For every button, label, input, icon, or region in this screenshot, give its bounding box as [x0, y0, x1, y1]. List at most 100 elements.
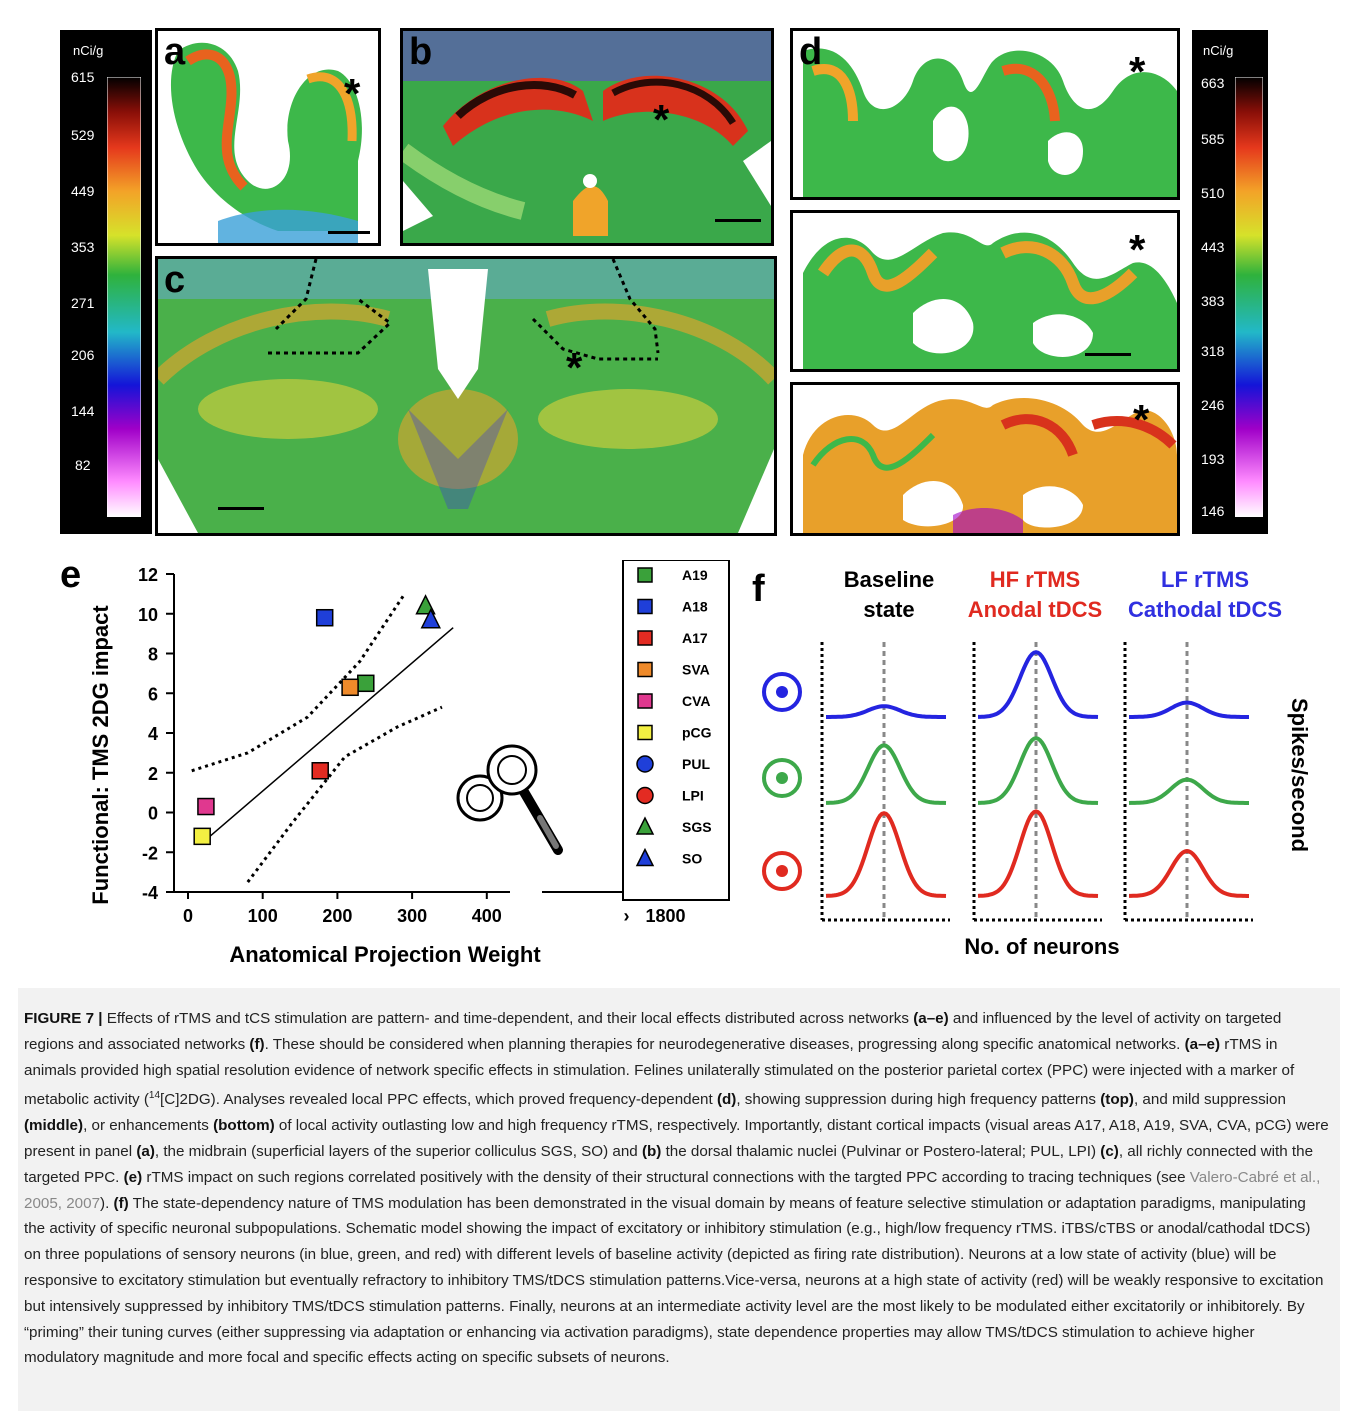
tuning-curve-red — [825, 811, 947, 898]
neuron-population-dot — [776, 686, 788, 698]
data-point-a17 — [311, 762, 329, 780]
data-point-pcg — [193, 827, 211, 846]
panel-label-c: c — [164, 259, 186, 301]
magnifier-lens-inner — [497, 755, 527, 785]
y-tick-label: 8 — [148, 645, 158, 665]
colorbar-tick: 353 — [71, 239, 95, 255]
scale-bar — [218, 507, 264, 510]
tuning-curve-blue — [1129, 700, 1249, 719]
legend-marker — [636, 786, 654, 805]
col-title-hf-1: HF rTMS — [990, 567, 1080, 592]
y-tick-label: 2 — [148, 764, 158, 784]
magnifier-handle-tip — [537, 815, 559, 849]
col-title-baseline-2: state — [863, 597, 914, 622]
legend-label: CVA — [682, 693, 711, 709]
legend-label: A18 — [682, 599, 708, 615]
caption-text: , the midbrain (superficial layers of th… — [154, 1143, 642, 1161]
asterisk-marker: * — [1129, 226, 1146, 273]
caption-text: , all richly connected with the targeted… — [24, 1143, 1314, 1186]
data-point-a18 — [315, 608, 334, 627]
caption-ref: (a) — [136, 1143, 155, 1161]
tuning-curve-red — [977, 809, 1099, 898]
y-axis-label: Functional: TMS 2DG impact — [88, 605, 113, 905]
panel-label-b: b — [409, 31, 433, 73]
caption-text: Effects of rTMS and tCS stimulation are … — [102, 1010, 914, 1027]
regression-line — [202, 627, 454, 843]
colorbar-unit: nCi/g — [73, 43, 104, 58]
caption-ref: (b) — [641, 1143, 662, 1161]
panel-d-top-image: d * — [790, 28, 1180, 200]
caption-text: , or enhancements — [83, 1117, 214, 1135]
legend-marker — [637, 630, 653, 646]
y-axis-label: Spikes/second — [1287, 698, 1312, 852]
colorbar-tick: 449 — [71, 183, 95, 199]
data-point-sgs — [415, 594, 436, 615]
confidence-bands — [191, 593, 454, 883]
panel-d-middle-image: * — [790, 210, 1180, 372]
figure-number: FIGURE 7 | — [24, 1010, 103, 1027]
brain-slice-d-bottom — [803, 397, 1177, 533]
brain-slice-d-top — [803, 48, 1177, 197]
tuning-curve-blue — [826, 704, 946, 719]
tuning-curve-green — [1128, 777, 1249, 805]
caption-text: rTMS impact on such regions correlated p… — [142, 1168, 1190, 1186]
y-tick-label: 10 — [138, 605, 158, 625]
x-tick-label: 200 — [322, 906, 352, 926]
confidence-band-lower — [246, 705, 443, 883]
colorbar-gradient — [1235, 77, 1263, 517]
panel-c-image: c * — [155, 256, 777, 536]
x-tick-label: 0 — [183, 906, 193, 926]
asterisk-marker: * — [1133, 396, 1150, 443]
y-tick-label: 4 — [148, 724, 158, 744]
x-axis-label: Anatomical Projection Weight — [229, 942, 541, 967]
caption-ref: (top) — [1100, 1091, 1134, 1109]
scale-bar — [1085, 353, 1131, 356]
asterisk-marker: * — [1129, 48, 1146, 95]
colorbar-tick: 585 — [1201, 131, 1225, 147]
y-tick-label: 12 — [138, 565, 158, 585]
colorbar-left: nCi/g 615 529 449 353 271 206 144 82 — [60, 30, 152, 534]
brain-slice-a — [170, 42, 362, 243]
panel-d-bottom-image: * — [790, 382, 1180, 536]
legend-label: SO — [682, 851, 702, 867]
caption-ref: (middle) — [24, 1117, 84, 1135]
confidence-band-upper — [191, 593, 406, 773]
neuron-population-dot — [776, 772, 788, 784]
caption-text: and influenced by the level of activity … — [24, 1010, 1282, 1053]
caption-ref: (a–e) — [913, 1010, 949, 1027]
y-tick-label: 6 — [148, 684, 158, 704]
panel-label-d: d — [799, 31, 823, 73]
magnifier-lens-inner — [466, 784, 494, 812]
colorbar-tick: 318 — [1201, 343, 1225, 359]
caption-text: ). — [100, 1194, 114, 1212]
x-tick-label: 1800 — [645, 906, 685, 926]
colorbar-tick: 383 — [1201, 293, 1225, 309]
y-tick-label: 0 — [148, 804, 158, 824]
scatter-axes: -4 -2 0 2 4 6 8 10 12 0 100 200 300 400 1800 › — [138, 565, 686, 926]
x-tick-label: 400 — [472, 906, 502, 926]
colorbar-tick: 443 — [1201, 239, 1225, 255]
colorbar-tick: 271 — [71, 295, 95, 311]
caption-ref: (d) — [716, 1091, 737, 1109]
tuning-curve-blue — [978, 650, 1099, 719]
x-axis-label: No. of neurons — [964, 934, 1119, 959]
colorbar-tick: 82 — [75, 457, 91, 473]
citation-link[interactable]: Valero-Cabré et al., 2005, 2007 — [24, 1168, 1321, 1212]
colorbar-tick: 146 — [1201, 503, 1225, 519]
legend-label: SGS — [682, 819, 712, 835]
asterisk-marker: * — [344, 70, 361, 117]
legend-marker — [637, 693, 653, 709]
colorbar-gradient — [107, 77, 141, 517]
figure-caption: FIGURE 7 | Effects of rTMS and tCS stimu… — [18, 988, 1340, 1411]
scale-bar — [328, 231, 370, 234]
x-tick-label: 300 — [397, 906, 427, 926]
legend-label: SVA — [682, 662, 710, 678]
data-point-a19 — [357, 674, 375, 693]
colorbar-tick: 246 — [1201, 397, 1225, 413]
caption-text: [C]2DG). Analyses revealed local PPC eff… — [160, 1091, 717, 1109]
scatter-points — [193, 594, 677, 846]
col-title-lf-1: LF rTMS — [1161, 567, 1249, 592]
panel-label-a: a — [164, 31, 186, 73]
colorbar-tick: 510 — [1201, 185, 1225, 201]
